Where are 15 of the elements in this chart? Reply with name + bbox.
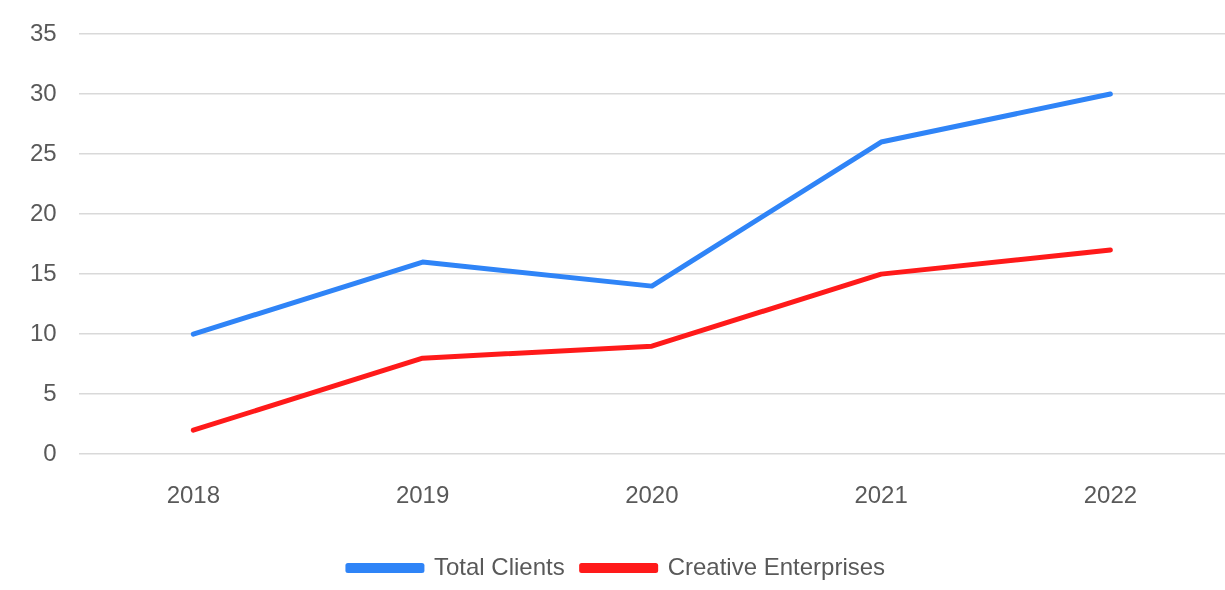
y-tick-label: 35 (29, 18, 57, 46)
x-tick-label: 2018 (166, 481, 221, 509)
legend-label: Total Clients (433, 552, 565, 580)
y-tick-label: 10 (29, 318, 57, 346)
x-tick-label: 2022 (1083, 481, 1138, 509)
y-tick-label: 15 (29, 258, 57, 286)
y-tick-label: 5 (43, 378, 57, 406)
x-tick-label: 2020 (625, 481, 679, 509)
y-tick-label: 25 (29, 138, 57, 166)
x-tick-label: 2019 (395, 481, 450, 509)
y-tick-label: 0 (43, 438, 57, 466)
legend-label: Creative Enterprises (667, 552, 886, 580)
y-tick-label: 30 (29, 78, 57, 106)
y-tick-label: 20 (29, 198, 57, 226)
x-tick-label: 2021 (854, 481, 908, 509)
